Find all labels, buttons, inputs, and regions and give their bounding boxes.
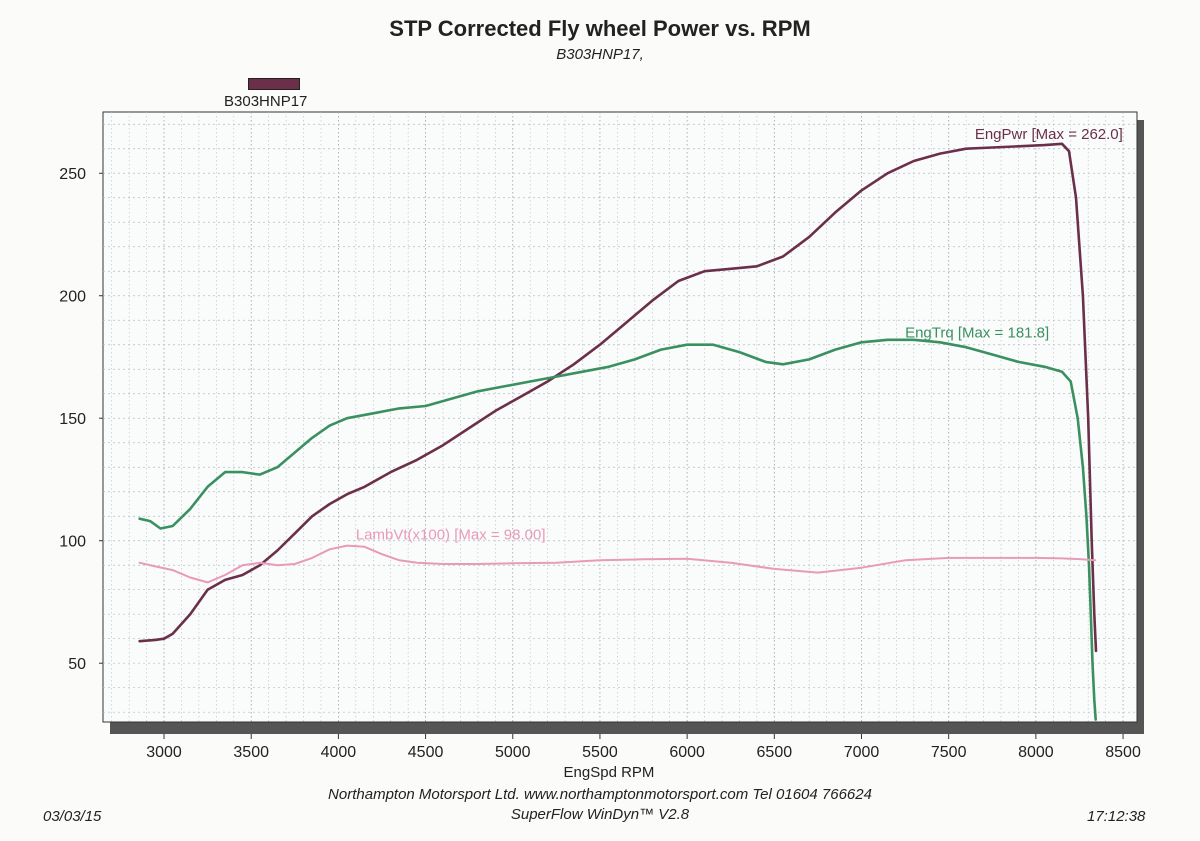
footer-company: Northampton Motorsport Ltd. www.northamp… xyxy=(328,786,872,803)
x-tick-label: 3000 xyxy=(146,744,182,761)
series-lines xyxy=(138,142,1098,721)
footer-time: 17:12:38 xyxy=(1087,808,1146,825)
x-tick-label: 5500 xyxy=(582,744,618,761)
footer-software: SuperFlow WinDyn™ V2.8 xyxy=(510,806,690,823)
y-tick-label: 50 xyxy=(68,656,86,673)
x-tick-label: 3500 xyxy=(233,744,269,761)
x-tick-label: 4500 xyxy=(408,744,444,761)
x-tick-label: 8000 xyxy=(1018,744,1054,761)
x-tick-label: 7500 xyxy=(931,744,967,761)
y-tick-label: 250 xyxy=(59,166,86,183)
series-labels: EngPwr [Max = 262.0] EngTrq [Max = 181.8]… xyxy=(356,126,1123,544)
x-tick-label: 5000 xyxy=(495,744,531,761)
series-line-lambvt xyxy=(138,544,1097,584)
y-tick-label: 200 xyxy=(59,289,86,306)
x-axis-label: EngSpd RPM xyxy=(564,764,655,781)
series-label-lambvt: LambVt(x100) [Max = 98.00] xyxy=(356,526,546,543)
y-axis-ticks: 50 100 150 200 250 xyxy=(59,166,103,673)
x-tick-label: 8500 xyxy=(1105,744,1141,761)
x-axis-ticks: 3000 3500 4000 4500 5000 5500 6000 6500 7000 7500… xyxy=(146,734,1141,761)
x-tick-label: 6500 xyxy=(757,744,793,761)
x-tick-label: 7000 xyxy=(844,744,880,761)
legend-label: B303HNP17 xyxy=(224,93,308,110)
y-tick-label: 150 xyxy=(59,411,86,428)
y-tick-label: 100 xyxy=(59,534,86,551)
chart-title: STP Corrected Fly wheel Power vs. RPM xyxy=(389,16,811,41)
x-tick-label: 6000 xyxy=(669,744,705,761)
series-line-engpwr xyxy=(138,142,1098,653)
x-tick-label: 4000 xyxy=(321,744,357,761)
legend-swatch xyxy=(248,78,300,90)
plot-area xyxy=(102,111,1138,723)
series-label-engtrq: EngTrq [Max = 181.8] xyxy=(905,324,1049,341)
chart-subtitle: B303HNP17, xyxy=(556,46,644,63)
series-label-engpwr: EngPwr [Max = 262.0] xyxy=(975,126,1123,143)
grid-lines xyxy=(103,112,1137,722)
footer-date: 03/03/15 xyxy=(43,808,102,825)
series-line-engtrq xyxy=(138,338,1097,721)
